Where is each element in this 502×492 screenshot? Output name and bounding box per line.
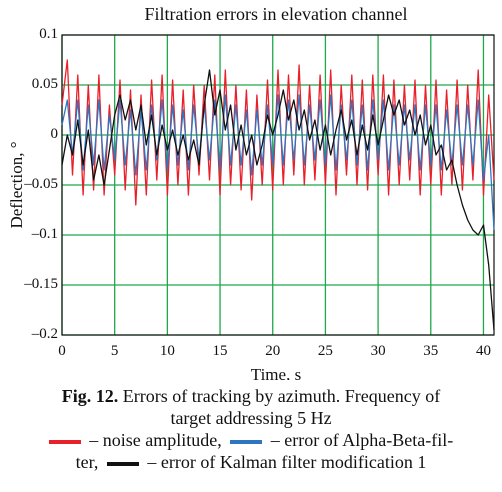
x-tick-label: 20 xyxy=(265,343,280,359)
legend-label-kalman: – error of Kalman filter modification 1 xyxy=(142,452,427,472)
legend-label-alpha-beta-cont: ter, xyxy=(75,452,99,472)
legend-label-noise: – noise amplitude, xyxy=(84,430,222,450)
legend-swatch-noise xyxy=(48,439,81,444)
x-tick-label: 25 xyxy=(318,343,333,359)
caption-line-2: target addressing 5 Hz xyxy=(170,408,332,428)
y-tick-label: 0.05 xyxy=(32,76,58,92)
x-tick-label: 40 xyxy=(476,343,491,359)
legend-swatch-alpha-beta xyxy=(230,439,263,444)
x-tick-label: 30 xyxy=(371,343,386,359)
series-line-0 xyxy=(61,59,495,206)
y-tick-label: 0.1 xyxy=(39,26,58,42)
y-tick-label: –0.2 xyxy=(31,326,58,342)
series-layer xyxy=(61,59,495,331)
x-axis-label: Time, s xyxy=(251,365,301,380)
legend-swatch-kalman xyxy=(106,461,139,466)
series-line-1 xyxy=(61,94,495,231)
y-tick-label: –0.05 xyxy=(23,176,58,192)
x-tick-label: 0 xyxy=(58,343,66,359)
y-tick-label: –0.1 xyxy=(31,226,58,242)
caption-line-1: Fig. 12. Errors of tracking by azimuth. … xyxy=(0,385,502,407)
legend-label-alpha-beta: – error of Alpha-Beta-fil- xyxy=(266,430,454,450)
caption-line-4: ter, – error of Kalman filter modificati… xyxy=(0,451,502,473)
x-tick-label: 5 xyxy=(111,343,119,359)
chart: Filtration errors in elevation channel 0… xyxy=(7,4,495,380)
x-tick-label: 15 xyxy=(213,343,228,359)
y-tick-labels: 0.1 0.05 0 –0.05 –0.1 –0.15 –0.2 xyxy=(23,26,58,342)
y-axis-label: Deflection, ° xyxy=(7,141,26,228)
y-tick-label: 0 xyxy=(51,126,59,142)
figure-caption: Fig. 12. Errors of tracking by azimuth. … xyxy=(0,385,502,473)
x-tick-label: 35 xyxy=(423,343,438,359)
caption-line-3: – noise amplitude, – error of Alpha-Beta… xyxy=(0,429,502,451)
plot-frame xyxy=(61,34,495,336)
chart-title: Filtration errors in elevation channel xyxy=(145,4,408,24)
figure-label: Fig. 12. xyxy=(61,386,119,406)
x-tick-label: 10 xyxy=(160,343,175,359)
caption-text-1: Errors of tracking by azimuth. Frequency… xyxy=(118,386,441,406)
y-tick-label: –0.15 xyxy=(23,276,58,292)
series-line-2 xyxy=(61,69,495,331)
x-tick-labels: 0 5 10 15 20 25 30 35 40 xyxy=(58,343,491,359)
